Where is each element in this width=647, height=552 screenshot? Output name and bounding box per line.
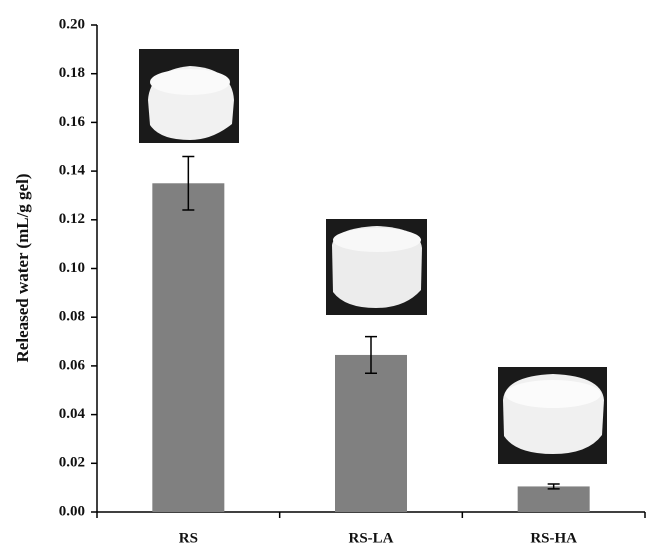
x-tick-label: RS-HA bbox=[530, 530, 577, 546]
y-tick-label: 0.00 bbox=[59, 503, 85, 519]
y-tick-label: 0.18 bbox=[59, 65, 85, 81]
y-tick-label: 0.08 bbox=[59, 309, 85, 325]
bar bbox=[517, 486, 590, 512]
photo-rs bbox=[139, 49, 239, 143]
y-tick-label: 0.14 bbox=[59, 163, 86, 179]
y-tick-label: 0.02 bbox=[59, 455, 85, 471]
y-axis-label: Released water (mL/g gel) bbox=[13, 174, 32, 363]
y-tick-label: 0.12 bbox=[59, 211, 85, 227]
photo-rs-la bbox=[326, 219, 427, 315]
error-bar bbox=[182, 155, 195, 211]
bar bbox=[152, 183, 225, 512]
x-tick-label: RS bbox=[179, 530, 198, 546]
y-tick-label: 0.20 bbox=[59, 16, 85, 32]
photo-rs-ha bbox=[498, 367, 607, 464]
x-tick-label: RS-LA bbox=[348, 530, 393, 546]
y-tick-label: 0.16 bbox=[59, 114, 86, 130]
y-tick-label: 0.06 bbox=[59, 357, 86, 373]
y-tick-label: 0.04 bbox=[59, 406, 86, 422]
error-bar bbox=[365, 335, 377, 374]
y-tick-label: 0.10 bbox=[59, 260, 85, 276]
bar bbox=[335, 354, 407, 512]
error-bar bbox=[547, 483, 560, 490]
